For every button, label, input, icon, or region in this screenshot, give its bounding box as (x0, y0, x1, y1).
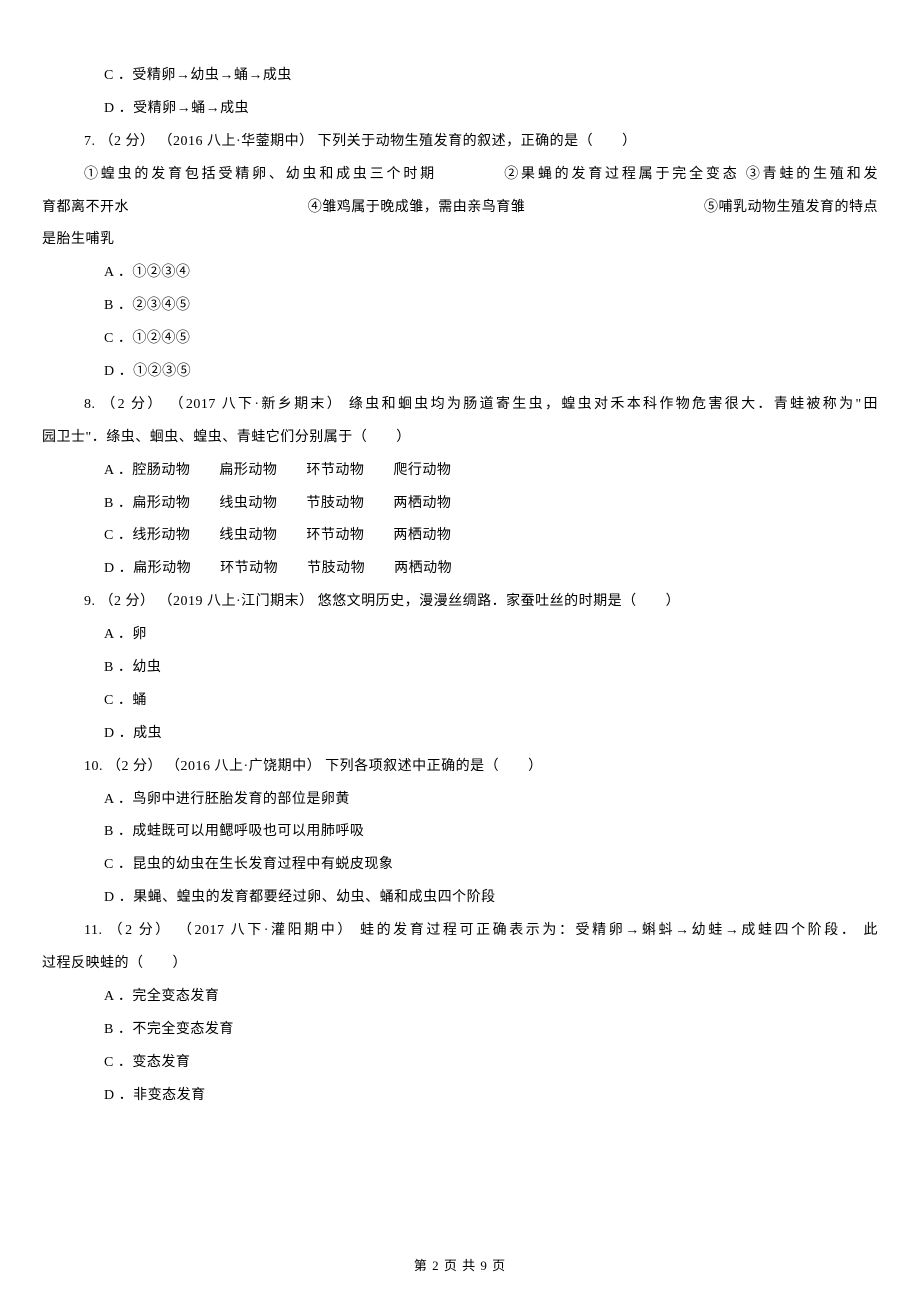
q8-option-c: C ．线形动物 线虫动物 环节动物 两栖动物 (42, 520, 878, 553)
q7-stem: 7. （2 分） （2016 八上·华蓥期中） 下列关于动物生殖发育的叙述，正确… (42, 126, 878, 159)
q7-option-b: B ．②③④⑤ (42, 290, 878, 323)
q7-stmt2b: ④雏鸡属于晚成雏，需由亲鸟育雏 (308, 192, 526, 225)
q8-option-d: D ．扁形动物 环节动物 节肢动物 两栖动物 (42, 553, 878, 586)
q10-option-d: D ．果蝇、蝗虫的发育都要经过卵、幼虫、蛹和成虫四个阶段 (42, 882, 878, 915)
q9-stem: 9. （2 分） （2019 八上·江门期末） 悠悠文明历史，漫漫丝绸路．家蚕吐… (42, 586, 878, 619)
option-d: D ．受精卵→蛹→成虫 (42, 93, 878, 126)
q8-option-a: A ．腔肠动物 扁形动物 环节动物 爬行动物 (42, 455, 878, 488)
q9-option-d: D ．成虫 (42, 718, 878, 751)
option-c: C ．受精卵→幼虫→蛹→成虫 (42, 60, 878, 93)
q7-option-a: A ．①②③④ (42, 257, 878, 290)
q7-statements-line1: ①蝗虫的发育包括受精卵、幼虫和成虫三个时期 ②果蝇的发育过程属于完全变态 ③青蛙… (42, 159, 878, 192)
q8-option-b: B ．扁形动物 线虫动物 节肢动物 两栖动物 (42, 488, 878, 521)
q11-stem-line1: 11. （2 分） （2017 八下·灌阳期中） 蛙的发育过程可正确表示为：受精… (42, 915, 878, 948)
q9-option-a: A ．卵 (42, 619, 878, 652)
q10-option-b: B ．成蛙既可以用鳃呼吸也可以用肺呼吸 (42, 816, 878, 849)
q7-option-c: C ．①②④⑤ (42, 323, 878, 356)
q10-option-a: A ．鸟卵中进行胚胎发育的部位是卵黄 (42, 784, 878, 817)
q8-stem-line1: 8. （2 分） （2017 八下·新乡期末） 绦虫和蛔虫均为肠道寄生虫，蝗虫对… (42, 389, 878, 422)
q9-option-b: B ．幼虫 (42, 652, 878, 685)
document-page: C ．受精卵→幼虫→蛹→成虫 D ．受精卵→蛹→成虫 7. （2 分） （201… (0, 0, 920, 1113)
q11-option-c: C ．变态发育 (42, 1047, 878, 1080)
q7-stmt2c: ⑤哺乳动物生殖发育的特点 (704, 192, 878, 225)
q11-option-d: D ．非变态发育 (42, 1080, 878, 1113)
q7-statements-line2: 育都离不开水 ④雏鸡属于晚成雏，需由亲鸟育雏 ⑤哺乳动物生殖发育的特点 (42, 192, 878, 225)
q11-stem-line2: 过程反映蛙的（ ） (42, 948, 878, 981)
q7-option-d: D ．①②③⑤ (42, 356, 878, 389)
q10-stem: 10. （2 分） （2016 八上·广饶期中） 下列各项叙述中正确的是（ ） (42, 751, 878, 784)
page-footer: 第 2 页 共 9 页 (0, 1255, 920, 1274)
q9-option-c: C ．蛹 (42, 685, 878, 718)
q11-option-b: B ．不完全变态发育 (42, 1014, 878, 1047)
q10-option-c: C ．昆虫的幼虫在生长发育过程中有蜕皮现象 (42, 849, 878, 882)
q8-stem-line2: 园卫士"．绦虫、蛔虫、蝗虫、青蛙它们分别属于（ ） (42, 422, 878, 455)
q7-statements-line3: 是胎生哺乳 (42, 224, 878, 257)
q11-option-a: A ．完全变态发育 (42, 981, 878, 1014)
q7-stmt2a: 育都离不开水 (42, 192, 129, 225)
